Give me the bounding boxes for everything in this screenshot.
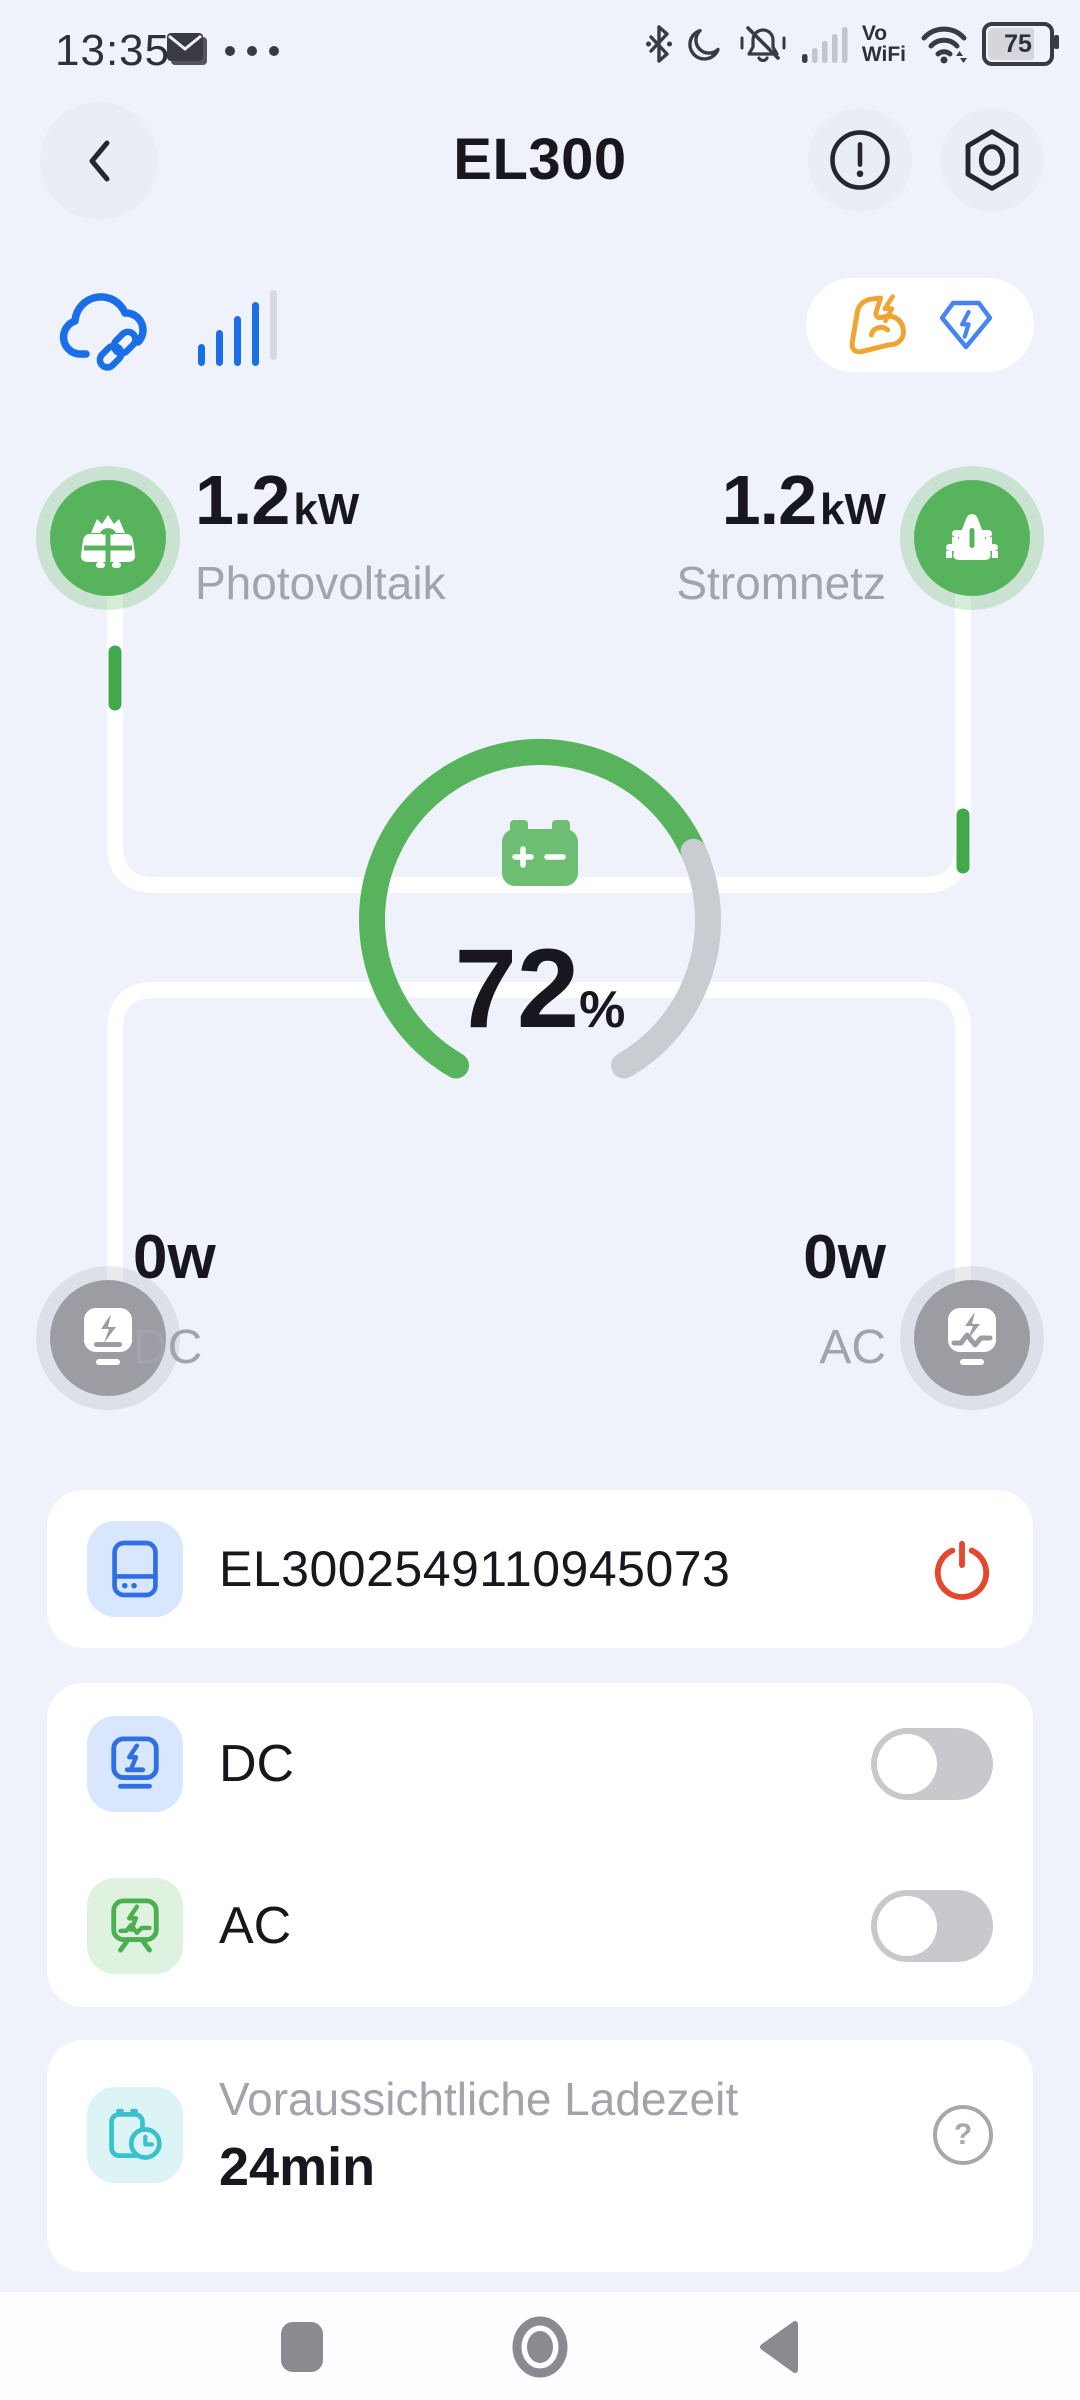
nav-back-button[interactable] [757, 2320, 799, 2374]
status-time: 13:35 [55, 26, 171, 75]
dc-small-icon [106, 1735, 164, 1793]
diamond-bolt-icon [935, 294, 997, 356]
settings-button[interactable] [940, 108, 1044, 212]
help-icon: ? [953, 2118, 973, 2151]
ac-small-icon [106, 1897, 164, 1955]
ac-label: AC [819, 1321, 886, 1374]
ac-node [900, 1266, 1044, 1410]
ac-value: 0w [803, 1223, 886, 1292]
ac-toggle-label: AC [219, 1897, 292, 1955]
power-button[interactable] [931, 1538, 993, 1600]
solar-panel-icon [75, 506, 141, 570]
soc-value: 72 [454, 926, 580, 1051]
dc-toggle[interactable] [871, 1728, 993, 1800]
dc-node [36, 1266, 180, 1410]
grid-label: Stromnetz [676, 557, 886, 609]
ac-icon-box [87, 1878, 183, 1974]
help-button[interactable]: ? [933, 2105, 993, 2165]
settings-nut-icon [960, 127, 1024, 193]
soc-unit: % [579, 981, 626, 1039]
energy-flow-lines [107, 545, 971, 1335]
pv-value: 1.2 kW [195, 461, 360, 539]
mode-pill [806, 278, 1034, 372]
grid-node [900, 466, 1044, 610]
dc-icon-box [87, 1716, 183, 1812]
page-title: EL300 [453, 127, 627, 192]
wifi-icon [920, 23, 968, 65]
bluetooth-icon [645, 24, 672, 64]
moon-icon [686, 25, 724, 63]
soc-readout: 72 % [0, 933, 1080, 1045]
outputs-card: DC AC [47, 1683, 1033, 2007]
ac-output-icon [942, 1306, 1002, 1370]
device-icon-box [87, 1521, 183, 1617]
back-button[interactable] [40, 102, 158, 220]
nav-recents-button[interactable] [281, 2322, 323, 2372]
grid-value: 1.2 kW [721, 461, 886, 539]
nav-home-button[interactable] [508, 2316, 572, 2378]
device-card: EL3002549110945073 [47, 1490, 1033, 1648]
charge-time-icon-box [87, 2087, 183, 2183]
charge-time-title: Voraussichtliche Ladezeit [219, 2073, 739, 2125]
alert-button[interactable] [808, 108, 912, 212]
vowifi-indicator: Vo WiFi [861, 22, 906, 66]
cell-signal-icon [801, 25, 848, 63]
muscle-boost-icon [843, 291, 911, 359]
battery-icon: 75 [982, 22, 1059, 66]
device-icon [109, 1538, 161, 1600]
soc-ring-track [611, 838, 721, 1079]
dc-output-icon [78, 1306, 138, 1370]
dc-output-row: DC [47, 1683, 1033, 1845]
ac-toggle[interactable] [871, 1890, 993, 1962]
charge-time-card: Voraussichtliche Ladezeit 24min ? [47, 2040, 1033, 2272]
mail-icon [166, 32, 208, 66]
dc-label: DC [133, 1321, 203, 1374]
dc-value: 0w [133, 1223, 216, 1292]
ac-output-row: AC [47, 1845, 1033, 2007]
signal-bars-icon [198, 288, 290, 368]
charge-time-value: 24min [219, 2137, 376, 2197]
eco-mode-button[interactable] [935, 294, 997, 356]
nav-home-icon [512, 2316, 568, 2378]
vibrate-muted-icon [738, 23, 788, 65]
status-icons: Vo WiFi 75 [645, 22, 1059, 66]
battery-percent: 75 [1004, 29, 1032, 58]
cloud-link-icon [56, 284, 166, 376]
dc-toggle-label: DC [219, 1735, 295, 1793]
nav-back-icon [760, 2321, 798, 2373]
boost-mode-button[interactable] [843, 291, 911, 359]
power-icon [931, 1538, 993, 1600]
pv-node [36, 466, 180, 610]
back-chevron-icon [86, 139, 112, 183]
battery-clock-icon [105, 2105, 165, 2165]
battery-soc-icon [502, 820, 578, 886]
pv-label: Photovoltaik [195, 557, 446, 609]
device-serial: EL3002549110945073 [219, 1541, 731, 1597]
power-pylon-icon [939, 506, 1005, 570]
more-dots-icon [224, 46, 286, 56]
alert-circle-icon [827, 127, 893, 193]
soc-ring-progress [359, 739, 707, 1079]
